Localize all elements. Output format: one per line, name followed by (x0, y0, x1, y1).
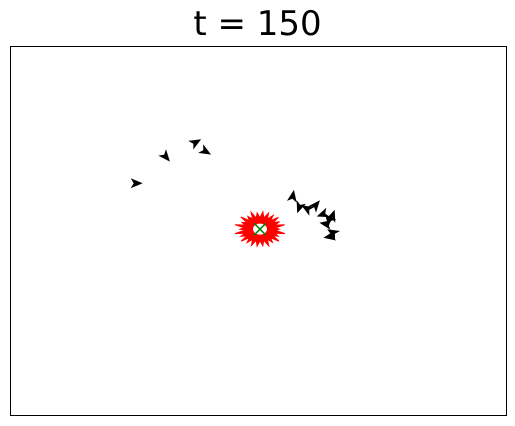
agent-arrow-0-4 (286, 189, 297, 203)
agent-arrow-0-5 (296, 200, 307, 214)
agent-arrow-0-10 (319, 219, 333, 230)
chart-title: t = 150 (193, 4, 322, 44)
agent-arrow-0-7 (308, 200, 320, 213)
agent-arrow-0-3 (198, 144, 212, 155)
agent-arrow-0-2 (188, 139, 202, 150)
agent-arrow-0-6 (301, 205, 315, 216)
target-marker-b (253, 222, 267, 236)
agent-layer (130, 139, 341, 241)
agent-arrow-0-11 (327, 229, 341, 240)
agent-arrow-0-0 (130, 178, 143, 189)
agent-arrow-0-12 (323, 230, 337, 241)
target-layer (253, 222, 267, 236)
agent-arrow-0-9 (324, 213, 337, 227)
agent-arrow-0-13 (325, 209, 336, 223)
agent-arrow-0-1 (158, 149, 170, 162)
